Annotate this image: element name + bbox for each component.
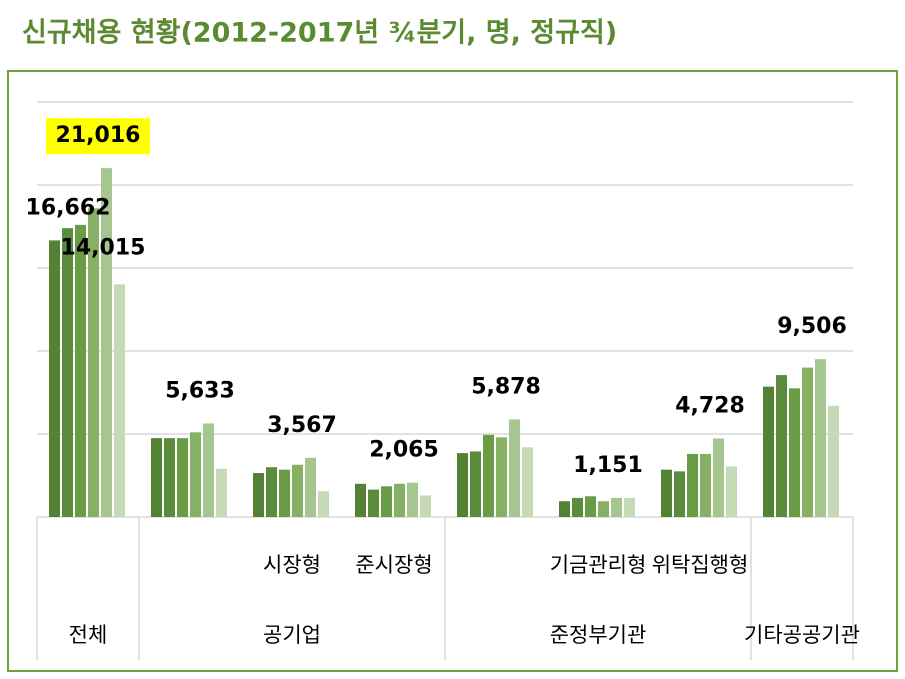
bar — [522, 447, 533, 517]
bar — [394, 483, 405, 517]
data-label: 21,016 — [56, 123, 141, 148]
x-tick-label: 시장형 — [263, 553, 321, 577]
bar — [88, 208, 99, 518]
bar — [611, 497, 622, 517]
bar — [266, 467, 277, 517]
bar — [368, 489, 379, 517]
bar — [674, 471, 685, 517]
bar — [763, 386, 774, 517]
bar — [114, 284, 125, 517]
bar — [318, 491, 329, 517]
x-tick-label: 위탁집행형 — [652, 553, 749, 577]
bar — [279, 469, 290, 517]
category-group-label: 전체 — [69, 623, 108, 647]
bar — [828, 405, 839, 517]
bar — [789, 388, 800, 517]
bar — [559, 501, 570, 517]
frame — [7, 70, 898, 672]
bar — [585, 496, 596, 517]
bar — [164, 438, 175, 517]
data-label: 3,567 — [267, 413, 337, 438]
bar — [483, 434, 494, 517]
bar — [62, 228, 73, 517]
bar — [292, 464, 303, 517]
bar — [381, 486, 392, 517]
category-group-label: 기타공공기관 — [744, 623, 860, 647]
bar — [177, 438, 188, 517]
bar — [687, 453, 698, 517]
bar — [713, 438, 724, 517]
bar — [49, 240, 60, 517]
category-group-label: 공기업 — [263, 623, 321, 647]
chart-title: 신규채용 현황(2012-2017년 ¾분기, 명, 정규직) — [22, 18, 617, 49]
x-tick-label: 기금관리형 — [550, 553, 647, 577]
bar — [407, 482, 418, 517]
bar — [496, 437, 507, 517]
data-label: 14,015 — [61, 235, 146, 260]
bar — [151, 438, 162, 517]
bar — [598, 501, 609, 517]
data-label: 4,728 — [675, 394, 745, 419]
bar — [572, 497, 583, 517]
bar — [305, 457, 316, 517]
bar — [802, 367, 813, 517]
data-label: 16,662 — [26, 195, 111, 220]
bar — [470, 451, 481, 517]
bar — [661, 469, 672, 517]
bar — [203, 423, 214, 517]
bar — [457, 453, 468, 517]
bar — [726, 466, 737, 517]
x-tick-label: 준시장형 — [355, 553, 432, 577]
bar — [776, 375, 787, 517]
bar — [190, 432, 201, 517]
data-label: 1,151 — [573, 453, 643, 478]
bar — [253, 473, 264, 517]
bar — [509, 419, 520, 517]
data-label: 5,878 — [471, 374, 541, 399]
bar — [624, 497, 635, 517]
label-highlight — [46, 118, 150, 155]
data-label: 9,506 — [777, 314, 847, 339]
bar — [216, 468, 227, 517]
bar — [75, 224, 86, 517]
bar — [355, 483, 366, 517]
bar — [101, 168, 112, 517]
bar — [700, 453, 711, 517]
category-group-label: 준정부기관 — [550, 623, 647, 647]
bar — [815, 359, 826, 517]
data-label: 5,633 — [165, 378, 235, 403]
data-label: 2,065 — [369, 438, 439, 463]
bar — [420, 495, 431, 517]
